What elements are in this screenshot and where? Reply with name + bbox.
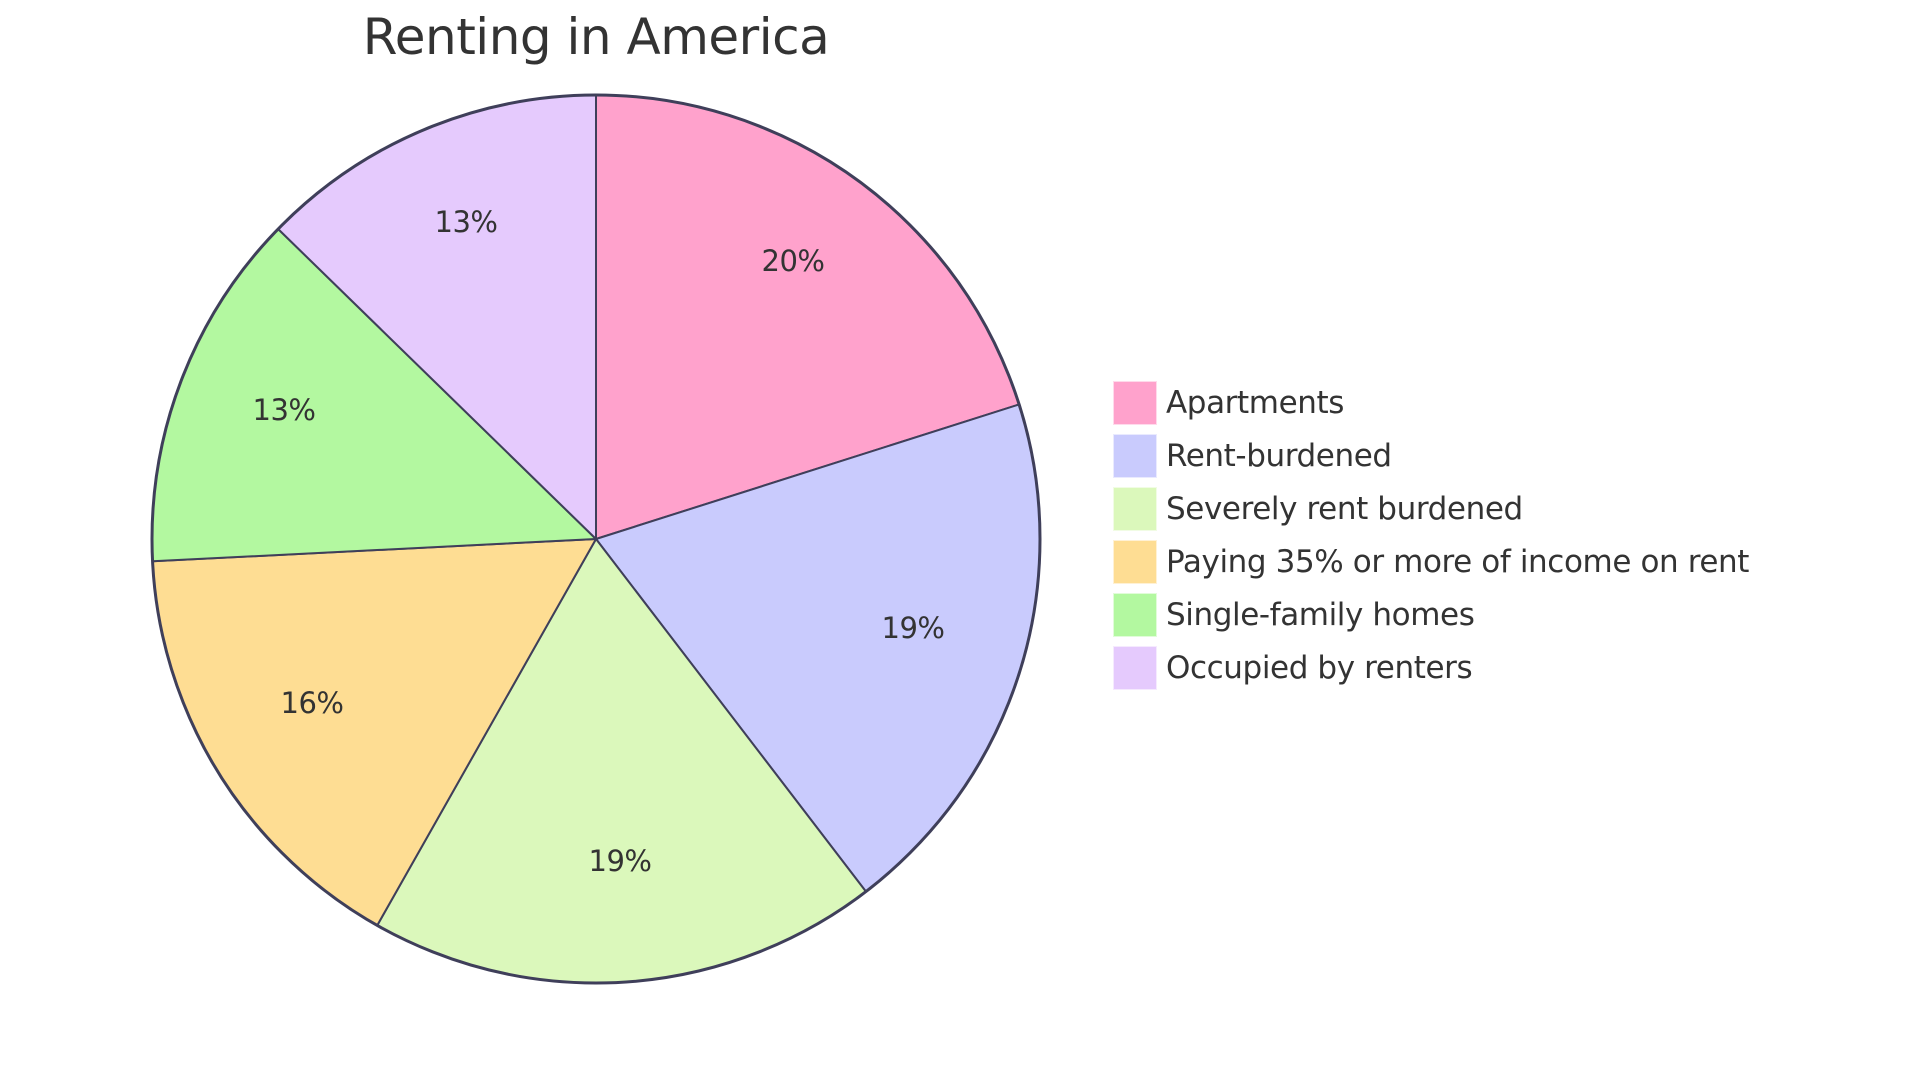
legend-item-single-family-homes[interactable]: Single-family homes bbox=[1113, 592, 1749, 638]
legend-label: Paying 35% or more of income on rent bbox=[1166, 544, 1750, 580]
legend-item-occupied-by-renters[interactable]: Occupied by renters bbox=[1113, 645, 1749, 691]
legend-swatch bbox=[1113, 434, 1157, 478]
legend-item-paying-35-percent[interactable]: Paying 35% or more of income on rent bbox=[1113, 539, 1749, 585]
legend-swatch bbox=[1113, 593, 1157, 637]
slice-label-occupied-by-renters: 13% bbox=[434, 205, 498, 239]
chart-title: Renting in America bbox=[362, 8, 830, 66]
legend-swatch bbox=[1113, 381, 1157, 425]
legend-label: Apartments bbox=[1166, 385, 1345, 421]
slice-label-severely-rent-burdened: 19% bbox=[588, 844, 652, 878]
legend-swatch bbox=[1113, 646, 1157, 690]
slice-label-paying-35-percent: 16% bbox=[280, 686, 344, 720]
legend-label: Rent-burdened bbox=[1166, 438, 1392, 474]
slice-label-single-family-homes: 13% bbox=[252, 393, 316, 427]
legend-swatch bbox=[1113, 540, 1157, 584]
chart-legend: Apartments Rent-burdened Severely rent b… bbox=[1113, 380, 1749, 698]
legend-item-rent-burdened[interactable]: Rent-burdened bbox=[1113, 433, 1749, 479]
slice-label-apartments: 20% bbox=[761, 244, 825, 278]
legend-label: Severely rent burdened bbox=[1166, 491, 1523, 527]
legend-label: Single-family homes bbox=[1166, 597, 1475, 633]
slice-label-rent-burdened: 19% bbox=[881, 611, 945, 645]
pie-outline bbox=[150, 93, 1042, 985]
legend-label: Occupied by renters bbox=[1166, 650, 1473, 686]
pie-slices bbox=[151, 94, 1041, 984]
legend-item-apartments[interactable]: Apartments bbox=[1113, 380, 1749, 426]
legend-item-severely-rent-burdened[interactable]: Severely rent burdened bbox=[1113, 486, 1749, 532]
legend-swatch bbox=[1113, 487, 1157, 531]
